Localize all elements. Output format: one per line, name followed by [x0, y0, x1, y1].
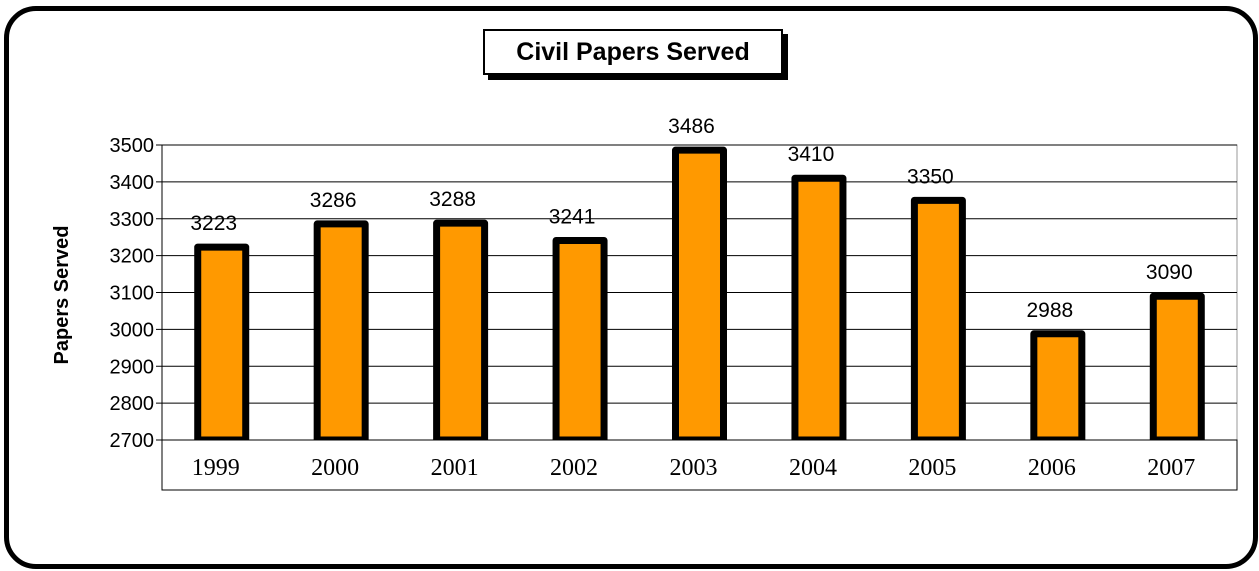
y-tick-label: 3400: [110, 172, 155, 194]
x-tick-label: 2004: [789, 455, 837, 481]
x-tick-label: 2002: [550, 455, 598, 481]
x-axis-box: [161, 439, 1238, 491]
bar-2007: [1149, 292, 1205, 444]
data-label: 3090: [1146, 261, 1193, 284]
bar-2005: [910, 196, 966, 444]
y-tick-label: 2800: [110, 393, 155, 415]
bar-2004: [791, 174, 847, 444]
y-tick-label: 2700: [110, 430, 155, 452]
data-label: 3350: [907, 165, 954, 188]
x-tick-label: 2005: [908, 455, 956, 481]
bar-2006: [1030, 330, 1086, 444]
data-label: 3286: [310, 189, 357, 212]
y-tick-label: 3000: [110, 319, 155, 341]
bar-1999: [194, 243, 250, 444]
x-axis: 1999 2000 2001 2002 2003 2004 2005 2006 2007: [161, 439, 1238, 491]
y-axis-label: Papers Served: [51, 226, 73, 365]
data-labels: 3223 3286 3288 3241 3486 3410 3350 2988 3090: [190, 115, 1192, 322]
y-tick-label: 3500: [110, 135, 155, 157]
bar-2000: [313, 220, 369, 444]
data-label: 3410: [788, 143, 835, 166]
data-label: 3241: [549, 206, 596, 229]
bar-2003: [672, 146, 727, 444]
x-tick-label: 2007: [1147, 455, 1195, 481]
y-axis: 2700 2800 2900 3000 3100 3200 3300 3400 3500: [110, 135, 163, 490]
y-tick-label: 2900: [110, 356, 155, 378]
y-tick-label: 3200: [110, 246, 155, 268]
data-label: 3486: [668, 115, 715, 138]
x-tick-label: 2000: [311, 455, 359, 481]
data-label: 3223: [190, 212, 237, 235]
x-tick-label: 2003: [670, 455, 718, 481]
data-label: 2988: [1026, 299, 1073, 322]
bar-2001: [433, 219, 489, 444]
x-tick-label: 2006: [1028, 455, 1076, 481]
bars: [194, 146, 1205, 444]
x-tick-label: 1999: [192, 455, 240, 481]
y-tick-label: 3100: [110, 283, 155, 305]
y-tick-label: 3300: [110, 209, 155, 231]
data-label: 3288: [429, 188, 476, 211]
chart-title: Civil Papers Served: [483, 29, 783, 75]
x-tick-label: 2001: [431, 455, 479, 481]
bar-2002: [552, 237, 608, 444]
